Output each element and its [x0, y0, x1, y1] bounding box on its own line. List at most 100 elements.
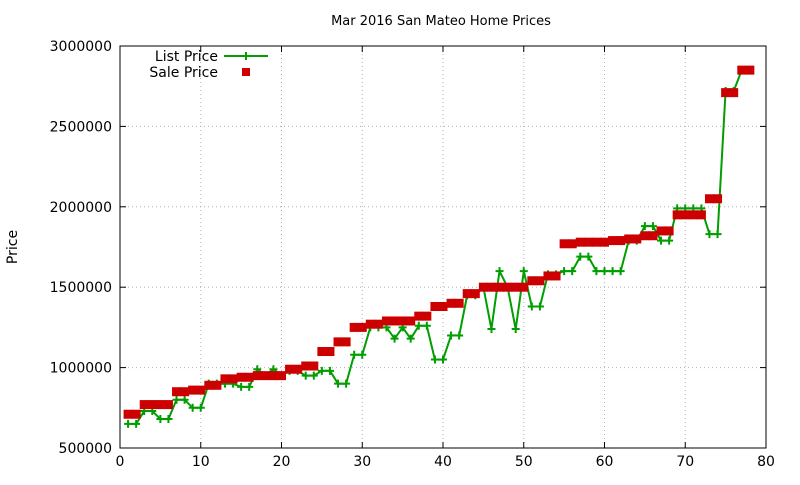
data-point-sale-price [495, 282, 505, 292]
data-point-sale-price [293, 364, 303, 374]
data-point-sale-price [196, 385, 206, 395]
data-point-sale-price [277, 371, 286, 381]
data-point-list-price [584, 252, 593, 261]
data-point-list-price [414, 321, 423, 330]
series-line-list-price [128, 69, 750, 425]
data-point-sale-price [155, 400, 165, 410]
data-point-sale-price [430, 301, 440, 311]
data-point-list-price [455, 331, 464, 340]
data-point-sale-price [559, 239, 569, 249]
x-tick-label: 60 [596, 454, 614, 470]
data-point-sale-price [188, 385, 198, 395]
data-point-sale-price [422, 311, 432, 321]
data-point-sale-price [172, 387, 182, 397]
y-tick-label: 3000000 [50, 39, 112, 55]
x-tick-label: 70 [676, 454, 694, 470]
data-point-sale-price [204, 380, 214, 390]
data-point-sale-price [236, 372, 246, 382]
x-tick-label: 0 [116, 454, 125, 470]
data-point-list-price [640, 222, 649, 231]
data-point-list-price [245, 382, 254, 391]
data-point-list-price [430, 355, 439, 364]
legend-label-sale-price: Sale Price [149, 65, 218, 81]
data-point-sale-price [616, 236, 626, 246]
data-point-list-price [600, 267, 609, 276]
data-point-sale-price [470, 289, 480, 299]
data-point-sale-price [519, 282, 529, 292]
data-point-list-price [648, 222, 657, 231]
data-point-sale-price [704, 194, 714, 204]
data-point-sale-price [438, 301, 448, 311]
data-point-sale-price [123, 409, 133, 419]
data-point-sale-price [672, 210, 682, 220]
series-layer [123, 65, 755, 428]
series-sale-price [123, 65, 755, 419]
x-tick-label: 80 [757, 454, 775, 470]
data-point-sale-price [462, 289, 472, 299]
legend-item-list-price: List Price [155, 49, 268, 65]
data-point-sale-price [131, 409, 141, 419]
data-point-sale-price [325, 347, 335, 357]
data-point-list-price [422, 321, 431, 330]
data-point-sale-price [406, 316, 416, 326]
data-point-sale-price [373, 319, 383, 329]
y-tick-label: 500000 [59, 441, 112, 457]
plot-frame [119, 45, 767, 449]
data-point-list-price [390, 334, 399, 343]
grid [120, 46, 766, 448]
data-point-list-price [616, 267, 625, 276]
data-point-sale-price [656, 226, 666, 236]
data-point-sale-price [301, 361, 311, 371]
data-point-sale-price [349, 322, 359, 332]
data-point-list-price [164, 415, 173, 424]
axis-ticks: 0 10 20 30 40 50 60 70 80 500000 1000000 1500000 200… [50, 39, 775, 470]
data-point-list-price [592, 267, 601, 276]
data-point-list-price [535, 302, 544, 311]
data-point-list-price [657, 236, 666, 245]
legend: List Price Sale Price [149, 49, 268, 81]
data-point-sale-price [688, 210, 698, 220]
data-point-sale-price [252, 371, 262, 381]
legend-item-sale-price: Sale Price [149, 65, 250, 81]
y-tick-label: 1500000 [50, 280, 112, 296]
data-point-sale-price [567, 239, 577, 249]
data-point-sale-price [163, 400, 173, 410]
data-point-sale-price [220, 374, 230, 384]
y-tick-label: 2000000 [50, 200, 112, 216]
data-point-list-price [358, 350, 367, 359]
legend-label-list-price: List Price [155, 49, 218, 65]
data-point-sale-price [624, 234, 634, 244]
data-point-list-price [156, 415, 165, 424]
data-point-list-price [301, 371, 310, 380]
data-point-list-price [576, 252, 585, 261]
data-point-list-price [665, 236, 674, 245]
data-point-list-price [172, 395, 181, 404]
data-point-sale-price [551, 271, 561, 281]
data-point-sale-price [212, 380, 222, 390]
data-point-list-price [487, 325, 496, 334]
data-point-list-price [560, 267, 569, 276]
data-point-sale-price [648, 231, 658, 241]
data-point-list-price [180, 395, 189, 404]
x-tick-label: 10 [192, 454, 210, 470]
data-point-list-price [705, 230, 714, 239]
data-point-list-price [188, 403, 197, 412]
data-point-sale-price [713, 194, 723, 204]
data-point-sale-price [381, 316, 391, 326]
data-point-sale-price [575, 237, 585, 247]
data-point-list-price [132, 419, 141, 428]
data-point-list-price [406, 334, 415, 343]
data-point-sale-price [486, 282, 496, 292]
data-point-list-price [350, 350, 359, 359]
x-tick-label: 50 [515, 454, 533, 470]
data-point-sale-price [414, 311, 424, 321]
data-point-sale-price [180, 387, 190, 397]
data-point-sale-price [244, 372, 254, 382]
data-point-sale-price [228, 374, 238, 384]
data-point-list-price [124, 419, 133, 428]
data-point-sale-price [721, 88, 731, 98]
data-point-sale-price [632, 234, 642, 244]
data-point-sale-price [600, 237, 609, 247]
data-point-list-price [334, 379, 343, 388]
